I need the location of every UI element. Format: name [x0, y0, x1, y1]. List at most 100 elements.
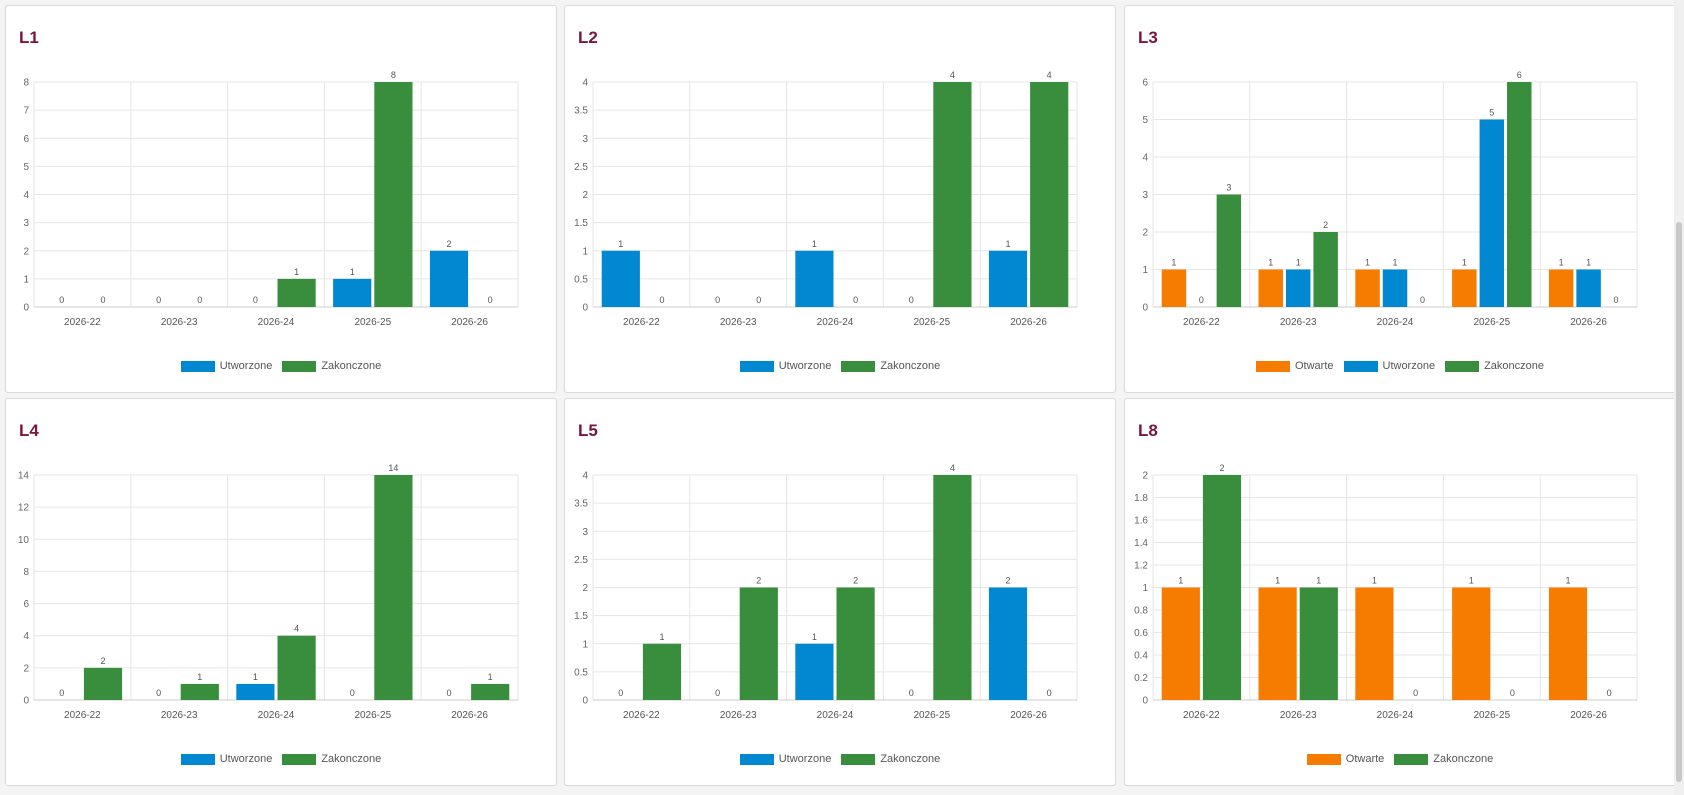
- data-label: 0: [1607, 688, 1612, 698]
- data-label: 1: [1469, 576, 1474, 586]
- data-label: 0: [853, 295, 858, 305]
- legend-item[interactable]: Utworzone: [739, 753, 832, 765]
- data-label: 1: [197, 672, 202, 682]
- bar: [1216, 194, 1242, 307]
- bar: [1576, 269, 1601, 307]
- x-tick-label: 2026-22: [1183, 317, 1220, 328]
- data-label: 0: [909, 295, 914, 305]
- bar: [277, 278, 316, 307]
- legend-item[interactable]: Utworzone: [739, 360, 832, 372]
- legend-label: Utworzone: [778, 360, 832, 372]
- bar: [988, 250, 1028, 307]
- data-label: 0: [253, 295, 258, 305]
- x-tick-label: 2026-23: [1280, 710, 1317, 721]
- data-label: 4: [950, 463, 955, 473]
- legend-item[interactable]: Utworzone: [180, 753, 272, 765]
- legend-label: Zakonczone: [880, 753, 941, 765]
- y-tick-label: 0.4: [1134, 651, 1148, 662]
- y-tick-label: 3: [582, 527, 588, 538]
- y-tick-label: 1: [582, 246, 588, 257]
- data-label: 0: [659, 295, 664, 305]
- y-tick-label: 0.5: [574, 274, 588, 285]
- data-label: 1: [1462, 258, 1467, 268]
- x-tick-label: 2026-22: [1183, 710, 1220, 721]
- legend-item[interactable]: Zakonczone: [1394, 753, 1493, 765]
- x-tick-label: 2026-25: [913, 317, 950, 328]
- legend-item[interactable]: Otwarte: [1255, 360, 1334, 372]
- data-label: 0: [1047, 688, 1052, 698]
- scrollbar-thumb[interactable]: [1676, 222, 1682, 782]
- legend-swatch: [1306, 753, 1341, 765]
- data-label: 8: [391, 70, 396, 80]
- chart-card-l8: L8 0 0.2 0.4 0.6 0.8 1 1.2 1.4 1.6 1.8 2 1 2 2026-22 1…: [1124, 398, 1676, 786]
- data-label: 0: [1420, 295, 1425, 305]
- y-tick-label: 2.5: [574, 555, 588, 566]
- x-tick-label: 2026-23: [161, 710, 198, 721]
- page-scrollbar[interactable]: [1674, 0, 1684, 795]
- legend-label: Zakonczone: [321, 360, 382, 372]
- legend-item[interactable]: Zakonczone: [841, 753, 940, 765]
- bar: [236, 683, 275, 700]
- y-tick-label: 6: [1142, 78, 1148, 89]
- bar: [1355, 269, 1380, 307]
- chart-card-l1: L1 0 1 2 3 4 5 6 7 8 0 0 2026-22 0 0 2026-23 0 1 2026-24 1…: [5, 5, 557, 393]
- bar: [1285, 269, 1311, 307]
- chart-title: L8: [1138, 421, 1158, 440]
- x-tick-label: 2026-24: [258, 317, 295, 328]
- legend-swatch: [282, 753, 317, 765]
- chart-svg-l3: 0 1 2 3 4 5 6 1 0 3 2026-22 1 1 2 2026-23 1 1 0 2026-24 1 5 6…: [1142, 70, 1638, 328]
- legend-label: Otwarte: [1294, 360, 1334, 372]
- bar: [374, 475, 413, 700]
- y-tick-label: 12: [18, 503, 30, 514]
- bar: [1452, 587, 1491, 700]
- legend-item[interactable]: Utworzone: [1343, 360, 1435, 372]
- legend-item[interactable]: Zakonczone: [282, 360, 381, 372]
- x-tick-label: 2026-24: [1377, 317, 1414, 328]
- y-tick-label: 2: [582, 190, 588, 201]
- y-tick-label: 0: [1142, 696, 1148, 707]
- bar: [1382, 269, 1408, 307]
- bar: [1258, 269, 1283, 307]
- legend-item[interactable]: Otwarte: [1306, 753, 1384, 765]
- y-tick-label: 4: [23, 190, 29, 201]
- y-tick-label: 1.2: [1134, 561, 1148, 572]
- legend-item[interactable]: Utworzone: [180, 360, 272, 372]
- data-label: 1: [812, 239, 817, 249]
- data-label: 0: [59, 295, 64, 305]
- data-label: 1: [1005, 239, 1010, 249]
- y-tick-label: 0: [23, 696, 29, 707]
- y-tick-label: 1.5: [574, 611, 588, 622]
- chart-svg-l8: 0 0.2 0.4 0.6 0.8 1 1.2 1.4 1.6 1.8 2 1 2 2026-22 1 1 20…: [1134, 463, 1638, 721]
- bar: [1452, 269, 1477, 307]
- y-tick-label: 5: [1142, 115, 1148, 126]
- chart-svg-l2: 0 0.5 1 1.5 2 2.5 3 3.5 4 1 0 2026-22 0 0 2026-23 1 0 202…: [574, 70, 1078, 328]
- bar: [429, 250, 469, 307]
- legend-item[interactable]: Zakonczone: [841, 360, 940, 372]
- legend-swatch: [1394, 753, 1429, 765]
- x-tick-label: 2026-25: [913, 710, 950, 721]
- data-label: 2: [853, 576, 858, 586]
- data-label: 1: [618, 239, 623, 249]
- data-label: 0: [1413, 688, 1418, 698]
- chart-title: L1: [19, 28, 39, 47]
- y-tick-label: 2: [23, 663, 29, 674]
- y-tick-label: 6: [23, 134, 29, 145]
- bar: [1313, 232, 1338, 307]
- data-label: 0: [1199, 295, 1204, 305]
- legend-label: Utworzone: [778, 753, 832, 765]
- bar: [1030, 82, 1069, 307]
- x-tick-label: 2026-22: [64, 317, 101, 328]
- data-label: 0: [488, 295, 493, 305]
- legend-item[interactable]: Zakonczone: [1445, 360, 1544, 372]
- chart-title: L4: [19, 421, 39, 440]
- data-label: 1: [1296, 258, 1301, 268]
- y-tick-label: 3.5: [574, 106, 588, 117]
- y-tick-label: 1.6: [1134, 516, 1148, 527]
- data-label: 0: [100, 295, 105, 305]
- data-label: 0: [909, 688, 914, 698]
- bar: [1507, 82, 1532, 307]
- legend-item[interactable]: Zakonczone: [282, 753, 381, 765]
- legend-label: Zakonczone: [1484, 360, 1545, 372]
- x-tick-label: 2026-25: [354, 317, 391, 328]
